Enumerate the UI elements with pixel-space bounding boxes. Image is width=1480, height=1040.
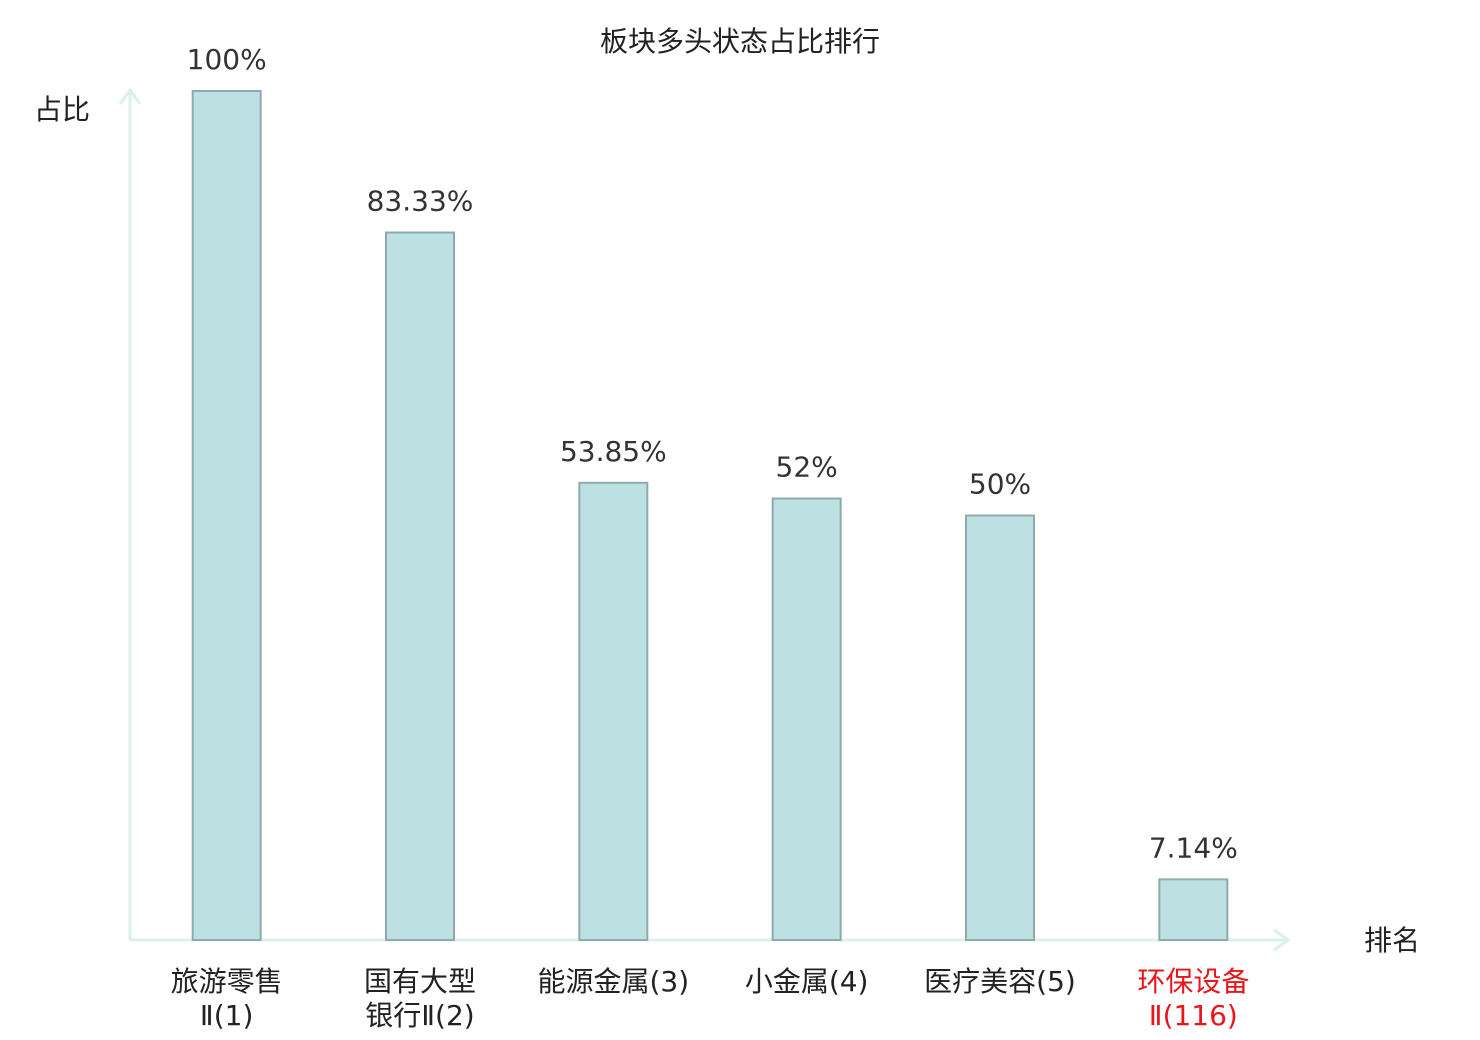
bar (191, 90, 262, 941)
bar (1158, 878, 1229, 942)
value-label: 100% (187, 43, 267, 76)
x-axis-label: 排名 (1364, 924, 1420, 957)
x-tick-label: 旅游零售 Ⅱ(1) (170, 965, 283, 1032)
value-label: 50% (969, 468, 1031, 501)
x-arrow (1273, 928, 1291, 952)
bar (578, 481, 649, 941)
value-label: 52% (776, 451, 838, 484)
value-label: 53.85% (560, 435, 667, 468)
x-tick-label: 环保设备 Ⅱ(116) (1137, 965, 1250, 1032)
y-axis-label: 占比 (34, 93, 90, 126)
x-tick-label: 小金属(4) (744, 965, 869, 998)
value-label: 83.33% (367, 185, 474, 218)
axes (118, 87, 1291, 952)
bar (385, 231, 455, 941)
x-tick-label: 国有大型 银行Ⅱ(2) (363, 965, 476, 1032)
chart-title: 板块多头状态占比排行 (600, 25, 880, 58)
x-tick-label: 医疗美容(5) (924, 965, 1076, 998)
bar (965, 514, 1035, 941)
value-label: 7.14% (1149, 831, 1238, 864)
x-tick-label: 能源金属(3) (537, 965, 690, 998)
bar (771, 497, 842, 941)
y-arrow (118, 87, 142, 105)
